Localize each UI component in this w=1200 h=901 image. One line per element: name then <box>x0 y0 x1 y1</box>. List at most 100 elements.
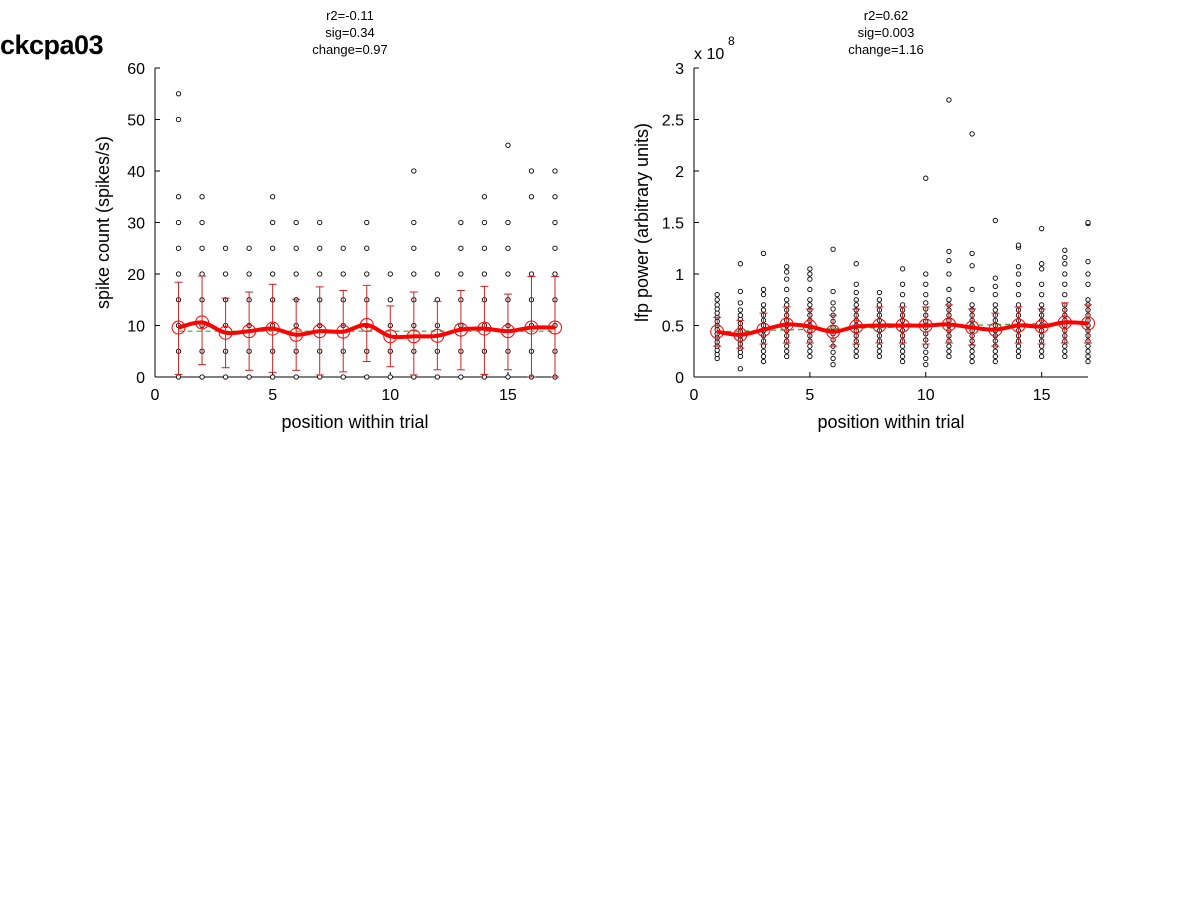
data-point <box>853 289 859 296</box>
data-point <box>969 131 975 137</box>
x-tick-label: 10 <box>917 387 935 404</box>
data-point <box>481 219 488 226</box>
data-point <box>246 374 252 380</box>
data-point <box>269 374 276 380</box>
mean-marker <box>430 328 445 343</box>
data-point <box>481 194 488 200</box>
data-point <box>969 263 975 269</box>
data-point <box>969 302 975 308</box>
data-point <box>293 245 299 251</box>
data-point <box>760 250 767 257</box>
mean-marker <box>733 327 748 342</box>
page-title: ckcpa03 <box>0 30 104 60</box>
y-tick-label: 10 <box>127 319 145 336</box>
data-point <box>899 291 906 298</box>
data-point <box>969 353 975 360</box>
data-point <box>830 349 836 355</box>
data-point <box>1015 264 1022 270</box>
mean-marker <box>965 320 980 335</box>
data-point <box>992 291 998 298</box>
data-point <box>317 245 323 251</box>
data-point <box>784 353 790 360</box>
exponent-power: 8 <box>728 34 735 48</box>
y-tick-label: 1 <box>675 267 684 284</box>
data-point <box>853 281 859 287</box>
data-point <box>992 283 998 290</box>
data-point <box>1038 343 1045 349</box>
data-point <box>269 194 276 200</box>
data-point <box>364 219 370 226</box>
data-point <box>992 353 998 360</box>
data-point <box>1085 343 1091 349</box>
mean-marker <box>826 324 841 339</box>
data-point <box>1015 291 1022 298</box>
data-point <box>222 245 229 251</box>
data-point <box>317 219 323 226</box>
data-point <box>784 297 790 303</box>
data-point <box>293 219 299 226</box>
data-point <box>199 219 205 226</box>
mean-marker <box>195 315 210 330</box>
mean-marker <box>242 324 257 339</box>
data-point <box>992 302 998 308</box>
data-point <box>899 281 906 287</box>
data-point <box>807 286 813 293</box>
data-point <box>552 194 558 200</box>
data-point <box>992 275 998 281</box>
data-point <box>1062 353 1068 360</box>
data-point <box>434 374 441 380</box>
data-point <box>317 374 323 380</box>
data-point <box>199 245 205 251</box>
data-point <box>807 343 813 349</box>
data-point <box>760 358 767 365</box>
data-point <box>969 286 975 293</box>
data-point <box>458 219 464 226</box>
data-point <box>387 271 393 277</box>
data-point <box>737 307 744 313</box>
data-point <box>853 348 859 354</box>
data-point <box>969 348 975 354</box>
data-point <box>923 175 929 181</box>
data-point <box>1038 291 1045 298</box>
data-point <box>411 245 417 251</box>
data-point <box>830 361 836 368</box>
data-point <box>899 348 906 354</box>
mean-marker <box>756 322 771 337</box>
data-point <box>481 271 488 277</box>
data-point <box>411 374 417 380</box>
data-point <box>293 374 299 380</box>
y-tick-label: 20 <box>127 267 145 284</box>
data-point <box>175 271 182 277</box>
data-point <box>737 312 744 318</box>
data-point <box>807 302 813 308</box>
mean-marker <box>500 324 515 339</box>
data-point <box>1062 343 1068 349</box>
data-point <box>1062 271 1068 277</box>
data-point <box>1015 281 1022 287</box>
data-point <box>364 374 370 380</box>
data-point <box>830 306 836 312</box>
mean-marker <box>548 320 562 335</box>
data-point <box>481 245 488 251</box>
data-point <box>340 271 346 277</box>
data-point <box>387 374 393 380</box>
data-point <box>830 355 836 362</box>
data-point <box>175 91 182 97</box>
data-point <box>175 245 182 251</box>
data-point <box>505 142 511 148</box>
data-point <box>175 116 182 123</box>
data-point <box>1062 291 1068 298</box>
data-point <box>784 269 790 275</box>
data-point <box>992 348 998 354</box>
data-point <box>1085 348 1091 354</box>
data-point <box>923 281 929 287</box>
data-point <box>760 353 767 360</box>
stat-line: r2=-0.11 <box>326 8 374 23</box>
data-point <box>269 271 276 277</box>
mean-marker <box>406 329 421 344</box>
data-point <box>1085 281 1091 287</box>
data-point <box>1085 358 1091 365</box>
data-point <box>760 302 767 308</box>
data-point <box>784 264 790 270</box>
